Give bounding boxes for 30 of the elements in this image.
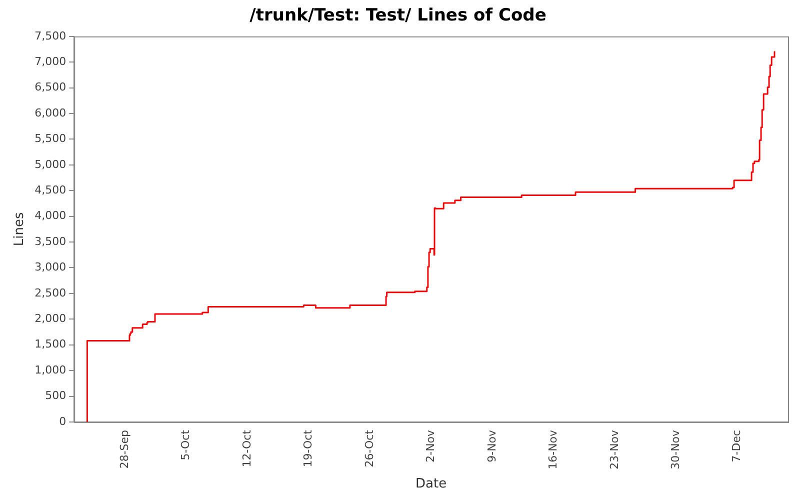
y-tick-label: 5,500 bbox=[34, 132, 66, 146]
x-tick-label: 28-Sep bbox=[118, 430, 131, 469]
y-tick-label: 500 bbox=[45, 389, 66, 402]
y-tick-label: 7,500 bbox=[34, 29, 66, 42]
y-tick-label: 4,000 bbox=[34, 209, 66, 222]
x-axis-title: Date bbox=[416, 476, 447, 492]
y-tick-label: 5,000 bbox=[34, 158, 66, 171]
y-tick-label: 3,000 bbox=[34, 260, 66, 274]
y-tick-label: 1,500 bbox=[34, 338, 66, 351]
chart-title: /trunk/Test: Test/ Lines of Code bbox=[250, 6, 546, 26]
y-tick-label: 6,000 bbox=[34, 106, 66, 120]
y-tick-label: 2,000 bbox=[34, 312, 66, 326]
y-tick-label: 6,500 bbox=[34, 80, 66, 94]
y-tick-label: 1,000 bbox=[34, 363, 66, 376]
x-tick-label: 26-Oct bbox=[362, 429, 376, 468]
x-tick-label: 2-Nov bbox=[424, 429, 438, 462]
x-tick-label: 5-Oct bbox=[179, 429, 192, 460]
y-tick-label: 4,500 bbox=[34, 183, 66, 196]
y-tick-label: 3,500 bbox=[34, 234, 66, 248]
x-tick-label: 12-Oct bbox=[240, 429, 254, 468]
x-tick-label: 7-Dec bbox=[730, 430, 744, 462]
y-tick-label: 0 bbox=[59, 414, 66, 428]
x-tick-label: 9-Nov bbox=[485, 429, 498, 462]
y-axis-title: Lines bbox=[12, 212, 28, 246]
x-tick-label: 23-Nov bbox=[608, 429, 621, 470]
y-tick-label: 2,500 bbox=[34, 286, 66, 300]
x-tick-label: 30-Nov bbox=[668, 429, 682, 470]
y-tick-label: 7,000 bbox=[34, 54, 66, 68]
x-tick-label: 16-Nov bbox=[546, 429, 560, 470]
x-tick-label: 19-Oct bbox=[302, 429, 315, 468]
